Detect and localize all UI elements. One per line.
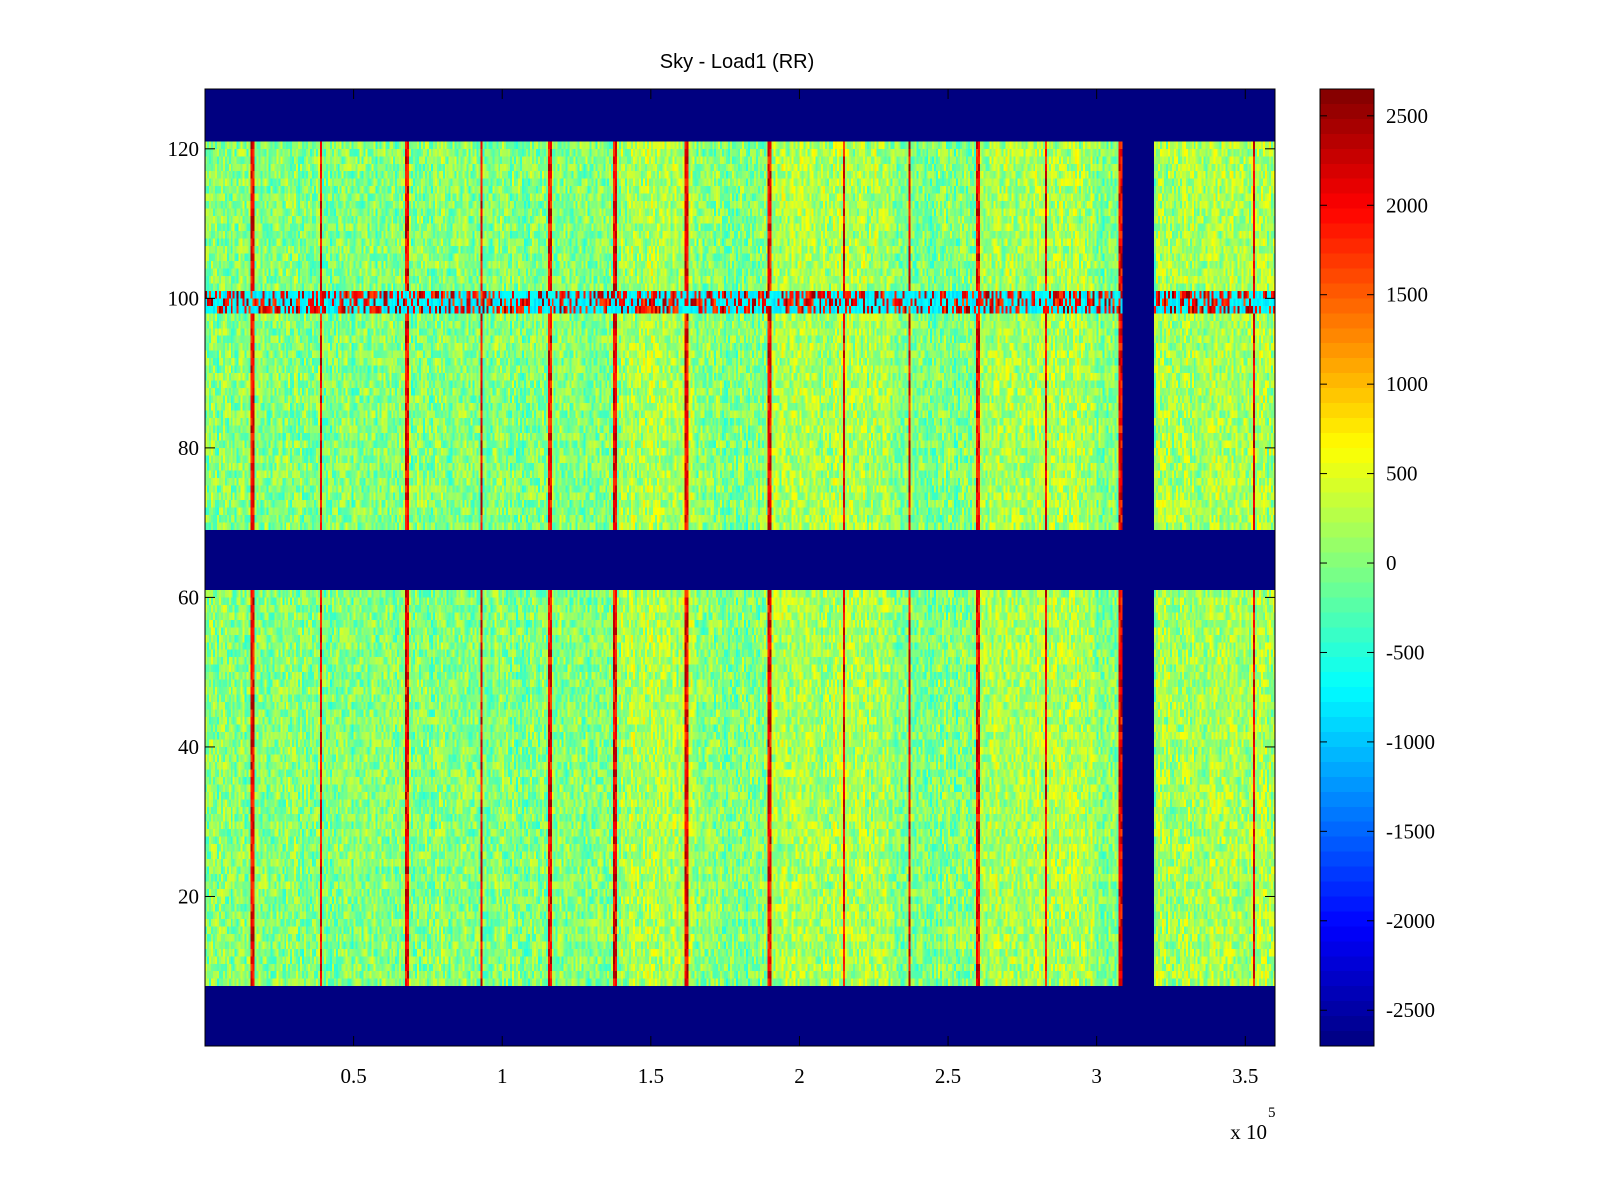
x-tick-label: 0.5: [340, 1064, 366, 1088]
colorbar-tick-label: 1000: [1386, 372, 1428, 396]
plot-area: [204, 88, 1276, 1047]
y-tick-label: 80: [178, 436, 199, 460]
y-tick-label: 60: [178, 585, 199, 609]
y-tick-label: 20: [178, 884, 199, 908]
colorbar-tick-label: -2000: [1386, 909, 1435, 933]
x-tick-label: 1: [497, 1064, 508, 1088]
colorbar-tick-label: -2500: [1386, 998, 1435, 1022]
colorbar-tick-label: 500: [1386, 462, 1418, 486]
colorbar-tick-label: -1500: [1386, 819, 1435, 843]
y-tick-label: 120: [168, 137, 200, 161]
x-exponent-power: 5: [1268, 1105, 1276, 1121]
colorbar-tick-label: 2000: [1386, 193, 1428, 217]
x-axis: 0.5 1 1.5 2 2.5 3 3.5: [340, 89, 1258, 1088]
colorbar-gradient: [1320, 89, 1374, 1046]
x-exponent-base: x 10: [1230, 1120, 1267, 1144]
colorbar-tick-label: -1000: [1386, 730, 1435, 754]
heatmap-image: [205, 89, 1275, 1046]
colorbar-tick-label: 1500: [1386, 283, 1428, 307]
colorbar-tick-label: 2500: [1386, 104, 1428, 128]
colorbar-frame: [1319, 88, 1375, 1047]
chart-title: Sky - Load1 (RR): [660, 51, 815, 73]
colorbar: 2500 2000 1500 1000 500 0 -500 -1000 -1500 -2000 -…: [1319, 88, 1435, 1047]
x-tick-label: 3: [1091, 1064, 1102, 1088]
y-axis: 20 40 60 80 100 120: [168, 137, 1275, 908]
y-tick-label: 100: [168, 286, 200, 310]
colorbar-tick-label: 0: [1386, 551, 1397, 575]
plot-frame: [204, 88, 1276, 1047]
colorbar-ticks: 2500 2000 1500 1000 500 0 -500 -1000 -1500 -2000 -…: [1320, 104, 1435, 1022]
x-exponent-label: x 10 5: [1230, 1105, 1275, 1144]
colorbar-tick-label: -500: [1386, 640, 1425, 664]
x-tick-label: 3.5: [1232, 1064, 1258, 1088]
x-tick-label: 2.5: [935, 1064, 961, 1088]
x-tick-label: 1.5: [638, 1064, 664, 1088]
x-tick-label: 2: [794, 1064, 805, 1088]
y-tick-label: 40: [178, 735, 199, 759]
